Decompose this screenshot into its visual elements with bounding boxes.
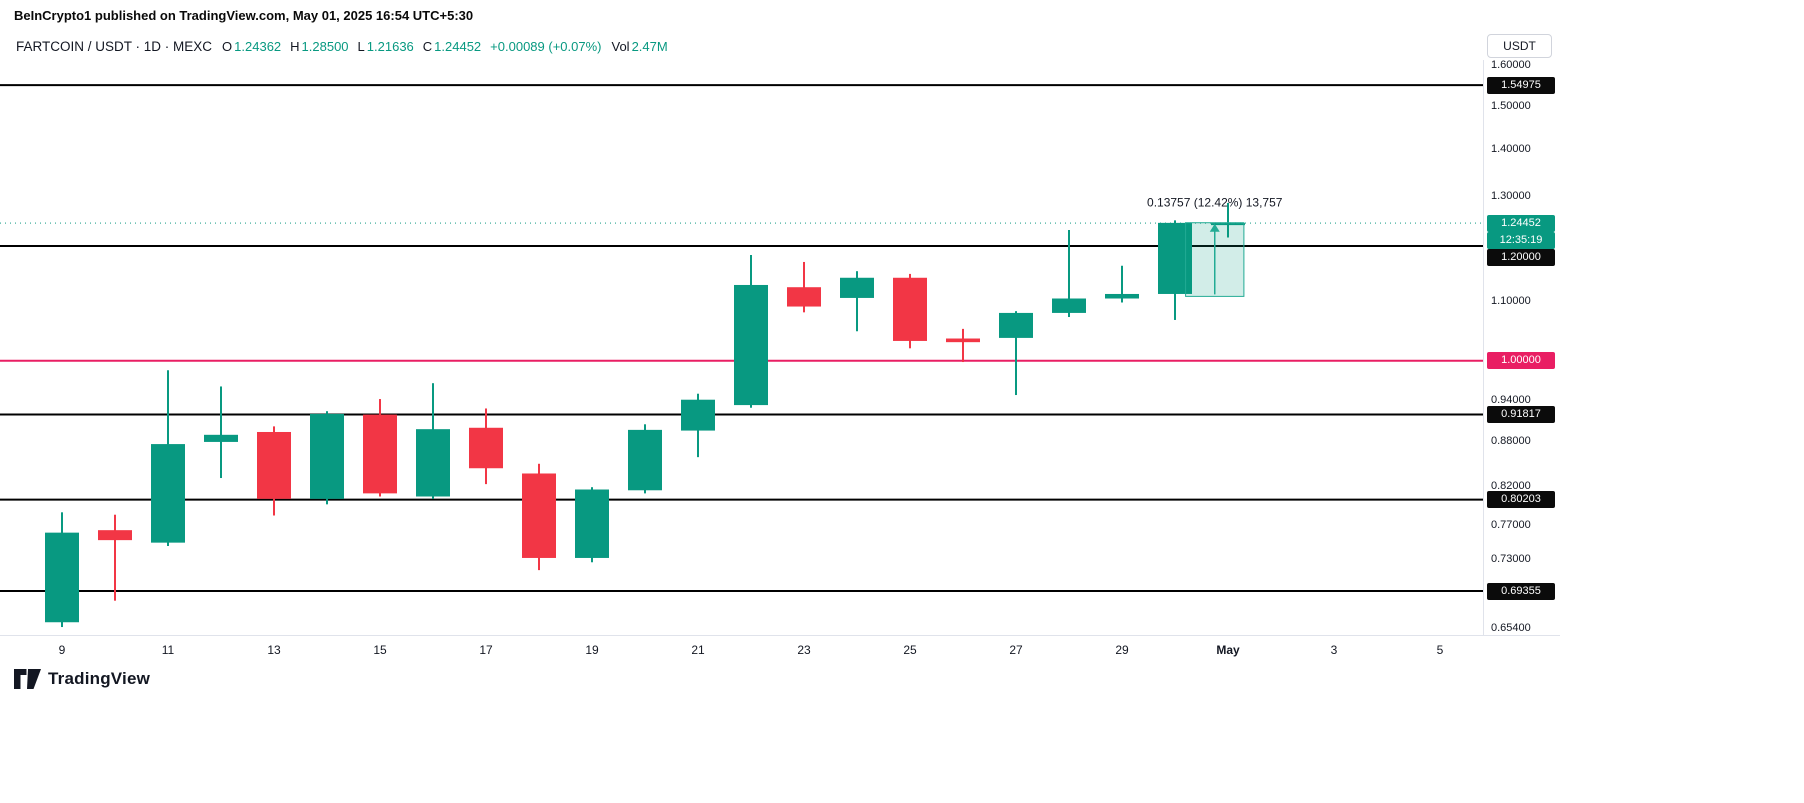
level-price-badge: 0.91817 [1487,405,1555,423]
open-label: O [222,39,233,54]
time-axis-label: 5 [1436,643,1444,657]
candle [681,393,715,458]
price-axis-label: 0.82000 [1491,479,1531,492]
candle [628,424,662,494]
time-axis[interactable]: 9 11 13 15 17 19 21 23 25 27 29 May 3 5 [0,635,1560,664]
candle [1158,220,1192,320]
time-axis-label: 21 [691,643,705,657]
price-range-tool[interactable]: 0.13757 (12.42%) 13,757 [1147,196,1283,297]
chart-legend: FARTCOIN / USDT · 1D · MEXC O 1.24362 H 1.… [16,39,677,54]
level-price-badge: 0.69355 [1487,582,1555,600]
currency-toggle-button[interactable]: USDT [1487,34,1552,58]
price-axis-label: 0.94000 [1491,393,1531,406]
tradingview-logo-text[interactable]: TradingView [48,669,151,688]
symbol-title[interactable]: FARTCOIN / USDT · 1D · MEXC [16,39,213,54]
candle [469,408,503,485]
volume: Vol 2.47M [611,39,667,54]
close-label: C [422,39,433,54]
level-price-badge: 1.54975 [1487,76,1555,94]
time-axis-label: 25 [903,643,917,657]
candle [840,271,874,332]
price-axis[interactable]: 1.60000 1.50000 1.40000 1.30000 1.10000 0.940… [1483,60,1561,635]
change-value: +0.00089 (+0.07%) [490,39,602,54]
price-axis-label: 0.73000 [1491,552,1531,565]
candle [98,514,132,601]
time-axis-label: 11 [161,643,175,657]
candle [575,487,609,563]
candle [734,255,768,408]
ohlc-low: L 1.21636 [358,39,414,54]
candle [787,261,821,313]
time-axis-label: 9 [58,643,66,657]
candle [416,383,450,499]
low-value: 1.21636 [366,39,414,54]
level-price-badge: 1.20000 [1487,248,1555,266]
open-value: 1.24362 [234,39,282,54]
price-axis-label: 1.30000 [1491,189,1531,202]
chart-footer: TradingView [14,666,150,692]
price-axis-label: 0.65400 [1491,621,1531,634]
time-axis-label: 13 [267,643,281,657]
price-axis-label: 1.10000 [1491,294,1531,307]
price-axis-label: 1.50000 [1491,99,1531,112]
candle [363,399,397,497]
pink-line-price-badge: 1.00000 [1487,352,1555,370]
ohlc-high: H 1.28500 [290,39,348,54]
price-axis-label: 0.88000 [1491,435,1531,448]
measurement-label: 0.13757 (12.42%) 13,757 [1147,196,1283,210]
candle [151,370,185,547]
candle [522,463,556,571]
low-label: L [357,39,365,54]
candle [1052,229,1086,318]
price-axis-label: 0.77000 [1491,519,1531,532]
high-value: 1.28500 [301,39,349,54]
level-price-badge: 0.80203 [1487,491,1555,509]
candle [310,411,344,505]
candle [1105,265,1139,303]
time-axis-label: 17 [479,643,493,657]
candle [999,311,1033,396]
candle [946,328,980,363]
time-axis-label: 19 [585,643,599,657]
time-axis-label: 27 [1009,643,1023,657]
time-axis-label: 3 [1330,643,1338,657]
candle [257,426,291,516]
candle [45,512,79,628]
time-axis-label: 15 [373,643,387,657]
time-axis-label: 23 [797,643,811,657]
current-price-badge: 1.24452 [1487,214,1555,232]
candle [893,273,927,349]
tradingview-logo-icon[interactable] [14,669,41,689]
time-axis-label: 29 [1115,643,1129,657]
high-label: H [290,39,300,54]
candle [204,386,238,479]
countdown-badge: 12:35:19 [1487,231,1555,249]
volume-label: Vol [611,39,630,54]
attribution-header: BeInCrypto1 published on TradingView.com… [14,8,474,23]
close-value: 1.24452 [434,39,482,54]
price-axis-label: 1.40000 [1491,143,1531,156]
volume-value: 2.47M [631,39,668,54]
price-axis-label: 1.60000 [1491,60,1531,71]
candlestick-chart-pane[interactable]: 0.13757 (12.42%) 13,757 [0,60,1483,635]
ohlc-close: C 1.24452 [423,39,481,54]
candle [1211,202,1245,238]
time-axis-label: May [1216,643,1240,657]
ohlc-open: O 1.24362 [222,39,281,54]
